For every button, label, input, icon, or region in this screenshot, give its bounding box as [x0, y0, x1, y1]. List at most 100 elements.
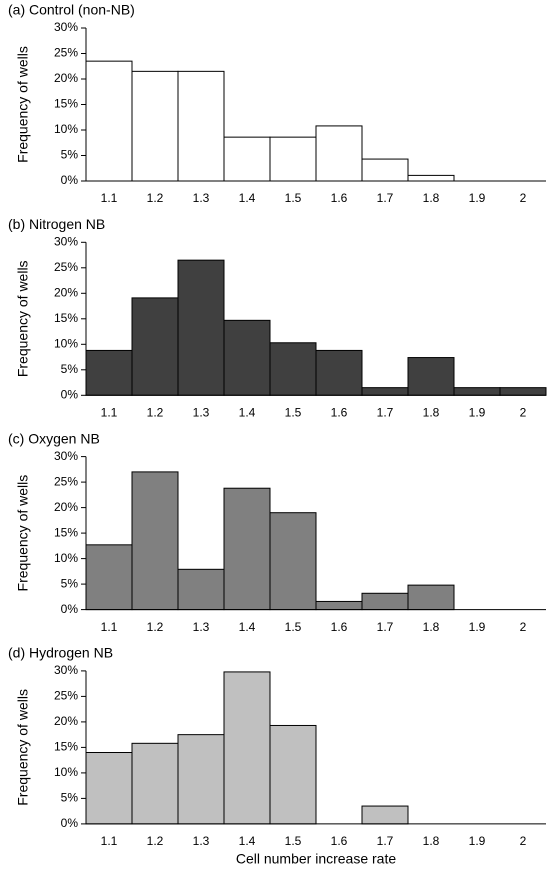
x-tick-label: 1.1 [101, 620, 118, 634]
x-tick-label: 1.2 [147, 834, 164, 848]
x-tick-label: 1.5 [285, 405, 302, 419]
y-tick-label: 20% [54, 714, 78, 728]
bar [177, 568, 225, 611]
bar [407, 584, 455, 611]
bar [177, 734, 225, 825]
y-tick-label: 30% [54, 20, 78, 34]
y-tick-label: 25% [54, 474, 78, 488]
y-tick-label: 0% [61, 173, 79, 187]
y-tick-label: 10% [54, 551, 78, 565]
x-tick-label: 1.1 [101, 405, 118, 419]
y-tick-label: 0% [61, 816, 79, 830]
x-tick-label: 1.6 [331, 405, 348, 419]
y-tick-label: 20% [54, 71, 78, 85]
bar [223, 136, 271, 182]
bar [315, 349, 363, 396]
y-tick-label: 20% [54, 285, 78, 299]
bar [85, 544, 133, 611]
x-tick-label: 1.6 [331, 834, 348, 848]
bar [269, 342, 317, 396]
y-tick-label: 10% [54, 336, 78, 350]
x-tick-label: 1.9 [469, 405, 486, 419]
bar [361, 805, 409, 825]
x-tick-label: 1.6 [331, 620, 348, 634]
x-tick-label: 1.5 [285, 191, 302, 205]
bar [177, 70, 225, 182]
x-tick-label: 1.9 [469, 191, 486, 205]
y-tick-label: 5% [61, 362, 79, 376]
bar [131, 742, 179, 825]
bar [85, 752, 133, 825]
bar [131, 70, 179, 182]
x-tick-label: 1.8 [423, 191, 440, 205]
x-tick-label: 1.4 [239, 191, 256, 205]
x-tick-label: 1.5 [285, 834, 302, 848]
y-tick-label: 15% [54, 525, 78, 539]
x-tick-label: 1.8 [423, 834, 440, 848]
x-tick-label: 1.2 [147, 191, 164, 205]
y-tick-label: 5% [61, 791, 79, 805]
x-tick-label: 2 [520, 191, 527, 205]
x-tick-label: 1.5 [285, 620, 302, 634]
x-axis-label: Cell number increase rate [236, 851, 397, 867]
x-tick-label: 2 [520, 405, 527, 419]
chart-title: (d) Hydrogen NB [8, 645, 113, 661]
bar [361, 592, 409, 611]
bar [269, 512, 317, 611]
bar [269, 724, 317, 825]
x-tick-label: 1.1 [101, 834, 118, 848]
bar [131, 471, 179, 611]
x-tick-label: 1.9 [469, 834, 486, 848]
bar [177, 259, 225, 396]
x-tick-label: 1.6 [331, 191, 348, 205]
y-tick-label: 15% [54, 740, 78, 754]
x-tick-label: 1.2 [147, 405, 164, 419]
bar [361, 387, 409, 396]
x-tick-label: 1.7 [377, 191, 394, 205]
x-tick-label: 1.8 [423, 405, 440, 419]
y-tick-label: 5% [61, 576, 79, 590]
x-tick-label: 1.1 [101, 191, 118, 205]
bar [499, 387, 547, 396]
x-tick-label: 1.4 [239, 834, 256, 848]
y-tick-label: 25% [54, 46, 78, 60]
x-tick-label: 1.3 [193, 191, 210, 205]
x-tick-label: 1.7 [377, 620, 394, 634]
chart-title: (b) Nitrogen NB [8, 216, 105, 232]
y-tick-label: 15% [54, 311, 78, 325]
y-tick-label: 15% [54, 97, 78, 111]
chart-title: (c) Oxygen NB [8, 430, 100, 446]
bar [85, 349, 133, 396]
y-tick-label: 0% [61, 602, 79, 616]
x-tick-label: 1.4 [239, 620, 256, 634]
y-tick-label: 10% [54, 765, 78, 779]
y-tick-label: 30% [54, 234, 78, 248]
bar [315, 600, 363, 611]
bar [85, 60, 133, 182]
x-tick-label: 1.7 [377, 834, 394, 848]
y-axis-label: Frequency of wells [15, 689, 31, 806]
y-axis-label: Frequency of wells [15, 46, 31, 163]
x-tick-label: 2 [520, 834, 527, 848]
x-tick-label: 1.8 [423, 620, 440, 634]
chart-title: (a) Control (non-NB) [8, 2, 135, 18]
y-axis-label: Frequency of wells [15, 260, 31, 377]
bar [269, 136, 317, 182]
y-tick-label: 25% [54, 689, 78, 703]
x-tick-label: 1.9 [469, 620, 486, 634]
x-tick-label: 1.3 [193, 405, 210, 419]
y-tick-label: 5% [61, 148, 79, 162]
x-tick-label: 1.3 [193, 620, 210, 634]
x-tick-label: 2 [520, 620, 527, 634]
bar [407, 174, 455, 182]
x-tick-label: 1.7 [377, 405, 394, 419]
bar [223, 671, 271, 825]
y-tick-label: 10% [54, 122, 78, 136]
bar [223, 487, 271, 611]
bar [131, 297, 179, 396]
y-tick-label: 30% [54, 449, 78, 463]
bar [361, 158, 409, 182]
y-tick-label: 0% [61, 387, 79, 401]
